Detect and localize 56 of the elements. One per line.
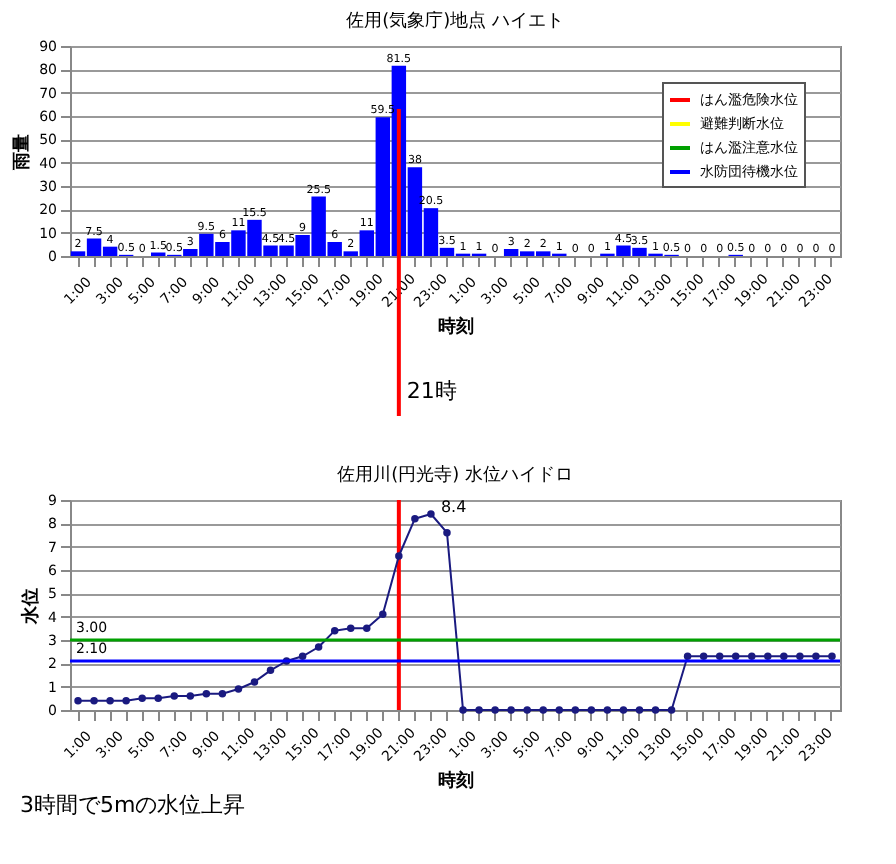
point [379, 610, 387, 619]
text: 3時間で5mの水位上昇 [20, 792, 246, 818]
point [780, 652, 788, 661]
ref-line-label: 21時 [406, 378, 457, 404]
point [443, 528, 451, 537]
x-axis-title: 時刻 [438, 769, 474, 792]
point [523, 706, 531, 714]
point [459, 706, 467, 714]
point [683, 652, 692, 661]
point [491, 706, 499, 714]
point [138, 694, 146, 703]
point [635, 706, 644, 714]
data-label: 8.4 [440, 498, 467, 516]
point [106, 696, 114, 705]
point [667, 706, 676, 714]
point [764, 652, 772, 661]
point [587, 706, 596, 714]
point [330, 626, 339, 635]
point [202, 689, 211, 698]
point [555, 706, 564, 714]
point [314, 643, 323, 651]
point [427, 510, 435, 518]
point [74, 696, 82, 705]
point [122, 696, 130, 705]
point [651, 706, 660, 714]
point [828, 652, 836, 661]
point [250, 678, 259, 686]
point [539, 706, 547, 714]
x-axis-title: 時刻 [438, 315, 474, 338]
point [266, 666, 275, 675]
y-axis-title: 水位 [20, 588, 43, 626]
point [571, 706, 580, 714]
point [170, 692, 179, 700]
point [411, 514, 419, 523]
point [186, 692, 195, 700]
point [234, 685, 243, 693]
point [507, 706, 515, 714]
point [346, 624, 355, 633]
point [154, 694, 162, 703]
point [699, 652, 708, 661]
chart-title: 佐用川(円光寺) 水位ハイドロ [337, 464, 573, 486]
point [619, 706, 628, 714]
point [715, 652, 724, 661]
point [218, 689, 227, 698]
point [475, 706, 483, 714]
point [363, 624, 371, 633]
point [603, 706, 612, 714]
point [796, 652, 804, 661]
point [395, 552, 403, 560]
point [731, 652, 740, 661]
point [812, 652, 820, 661]
y-axis-title: 雨量 [11, 134, 34, 172]
chart-title: 佐用(気象庁)地点 ハイエト [346, 10, 564, 32]
point [90, 696, 98, 705]
point [298, 652, 307, 661]
point [748, 652, 756, 661]
